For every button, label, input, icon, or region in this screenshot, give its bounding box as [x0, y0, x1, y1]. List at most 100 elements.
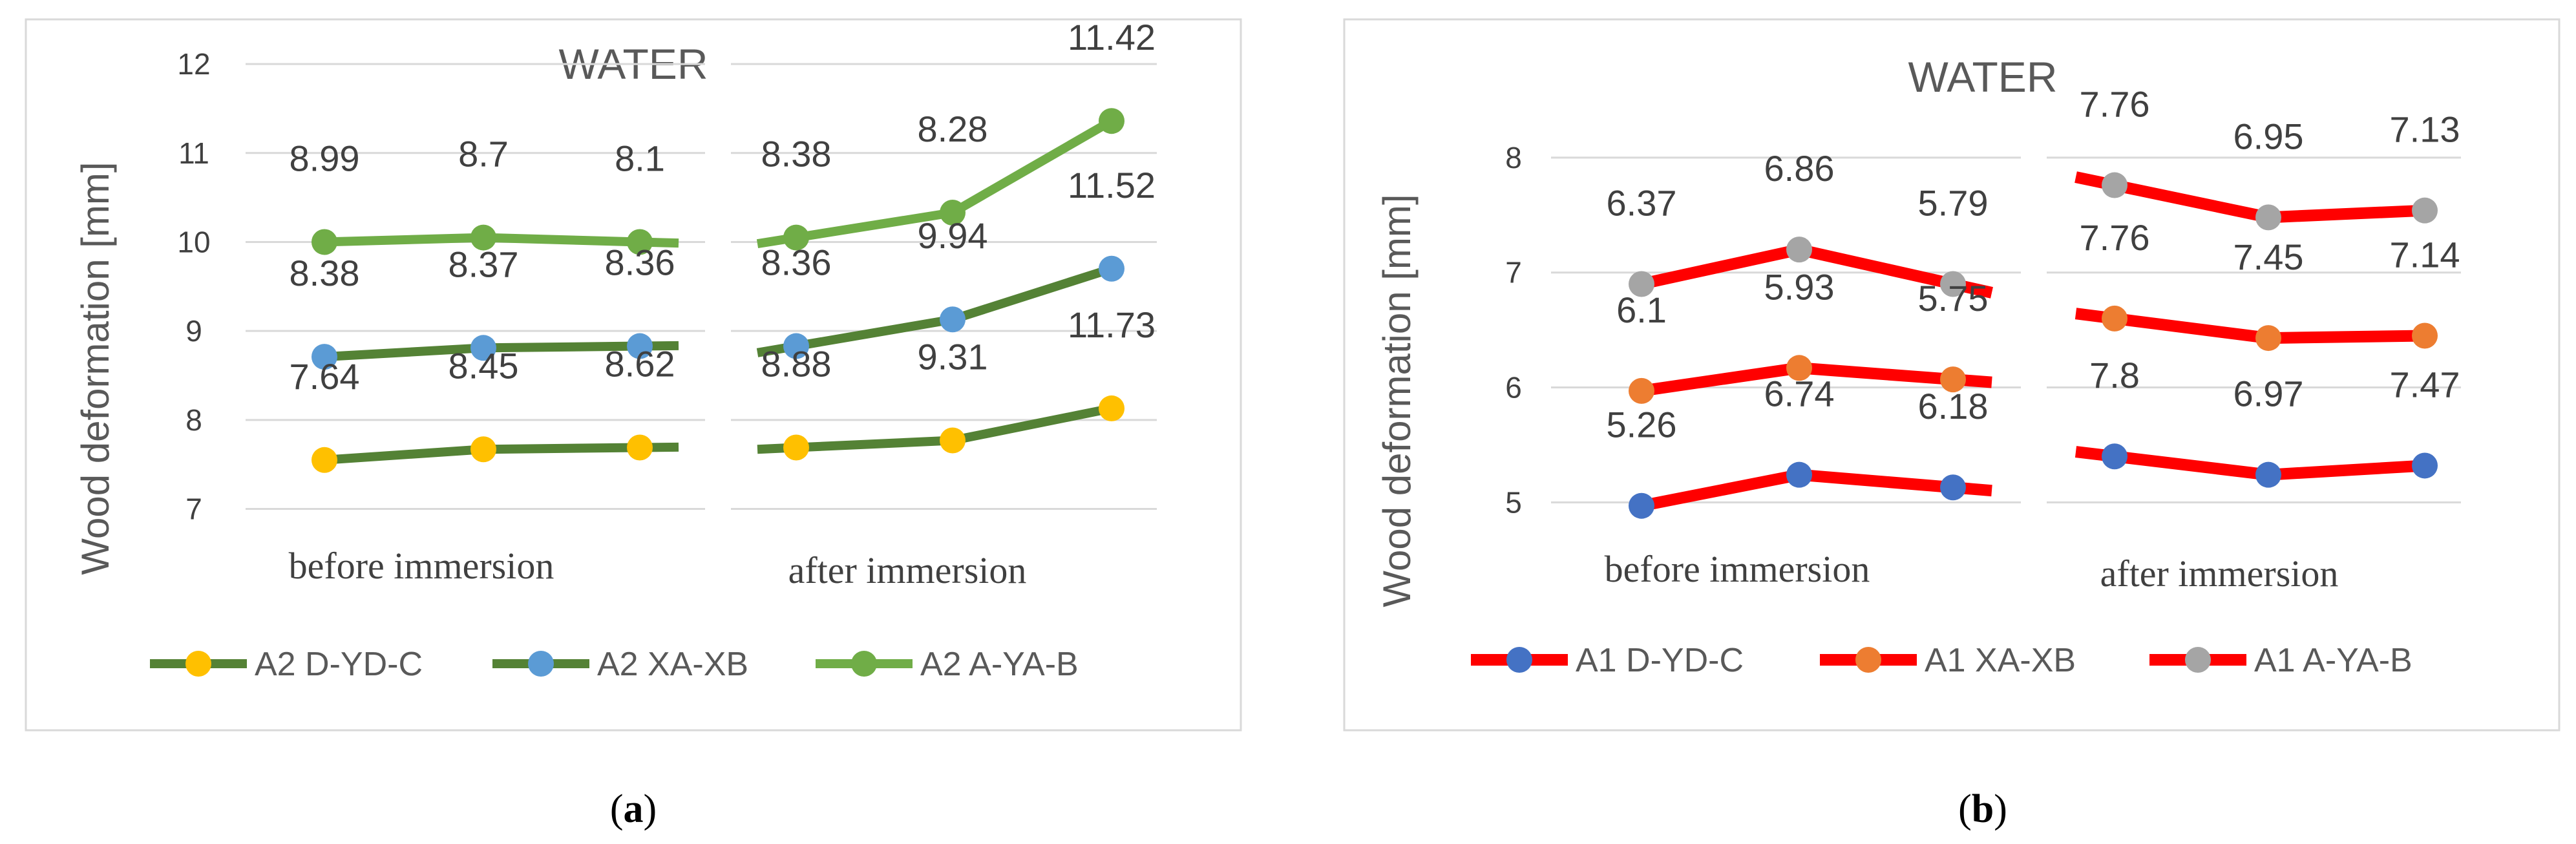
legend-b: A1 D-YD-C A1 XA-XB A1 A-YA-B — [1471, 642, 2412, 679]
y-tick-label: 9 — [185, 314, 202, 348]
data-point — [1940, 366, 1966, 393]
data-point — [627, 434, 653, 461]
data-point — [783, 333, 809, 359]
data-label: 7.14 — [2390, 235, 2460, 275]
data-point — [2412, 197, 2438, 224]
data-label: 7.47 — [2390, 364, 2460, 405]
legend-marker — [851, 651, 877, 677]
series-points-a — [311, 108, 1124, 473]
legend-label: A1 D-YD-C — [1576, 642, 1744, 679]
y-tick-label: 7 — [1505, 256, 1522, 290]
data-label: 5.93 — [1764, 266, 1835, 307]
data-label: 8.36 — [605, 242, 675, 283]
legend-marker — [2185, 647, 2211, 673]
category-label-before-a: before immersion — [289, 545, 554, 587]
series-line — [757, 404, 1113, 454]
data-point — [627, 333, 653, 359]
category-label-before-b: before immersion — [1605, 548, 1870, 590]
series-line — [1640, 469, 1992, 512]
data-label: 8.62 — [605, 344, 675, 385]
chart-frame-a — [25, 18, 1242, 732]
data-label: 5.75 — [1918, 278, 1989, 319]
data-label: 11.73 — [1068, 304, 1156, 345]
legend-label: A1 XA-XB — [1925, 642, 2076, 679]
y-tick-label: 7 — [185, 492, 202, 526]
data-label: 7.13 — [2390, 109, 2460, 150]
legend-marker — [185, 651, 211, 677]
data-point — [1629, 271, 1654, 297]
data-point — [627, 229, 653, 255]
data-point — [2102, 305, 2127, 332]
data-point — [1629, 492, 1654, 519]
y-axis-label-a: Wood deformation [mm] — [74, 162, 117, 575]
data-label: 8.88 — [761, 344, 832, 385]
data-label: 8.36 — [761, 242, 832, 283]
data-label: 8.1 — [615, 138, 665, 178]
data-point — [1099, 108, 1124, 134]
y-tick-label: 11 — [178, 136, 209, 170]
data-point — [940, 200, 966, 226]
data-point — [783, 434, 809, 461]
data-label: 8.7 — [458, 134, 509, 174]
data-point — [940, 427, 966, 454]
data-point — [311, 447, 337, 473]
data-point — [311, 344, 337, 370]
data-point — [1099, 255, 1124, 282]
series-line — [2075, 308, 2425, 344]
series-points-b — [1629, 172, 2438, 519]
data-label: 9.31 — [918, 337, 988, 377]
data-label: 8.38 — [290, 253, 360, 293]
caption-a: (a) — [610, 787, 657, 831]
data-point — [1786, 355, 1812, 381]
data-label: 5.26 — [1607, 405, 1677, 445]
data-point — [1940, 474, 1966, 501]
data-point — [2102, 172, 2127, 198]
data-point — [2412, 452, 2438, 479]
data-label: 9.94 — [918, 215, 988, 256]
data-label: 11.42 — [1068, 17, 1156, 58]
data-label: 6.97 — [2233, 374, 2304, 414]
gridlines-b — [1551, 156, 2461, 503]
data-label: 8.37 — [449, 244, 519, 284]
y-axis-label-b: Wood deformation [mm] — [1375, 194, 1419, 607]
data-label: 6.37 — [1607, 182, 1677, 223]
data-point — [1099, 395, 1124, 421]
legend-marker — [1506, 647, 1532, 673]
data-label: 8.38 — [761, 134, 832, 174]
data-labels-a: 7.64 8.45 8.62 8.88 9.31 11.73 8.38 8.37 8.36 8.3… — [290, 17, 1156, 397]
data-point — [470, 335, 496, 361]
data-label: 7.76 — [2080, 84, 2150, 125]
legend-label: A1 A-YA-B — [2254, 642, 2412, 679]
data-label: 7.64 — [290, 356, 360, 397]
data-point — [1940, 271, 1966, 297]
data-point — [2102, 443, 2127, 470]
legend-marker — [1855, 647, 1881, 673]
data-label: 11.52 — [1068, 165, 1156, 206]
data-point — [2255, 204, 2281, 231]
data-label: 6.74 — [1764, 374, 1835, 414]
data-label: 8.45 — [449, 345, 519, 386]
legend-marker — [528, 651, 554, 677]
data-point — [470, 436, 496, 463]
data-point — [311, 229, 337, 255]
chart-title-b: WATER — [1908, 53, 2058, 101]
y-tick-label: 5 — [1505, 485, 1522, 519]
series-lines-b — [1640, 171, 2425, 512]
category-label-after-a: after immersion — [788, 549, 1027, 591]
series-line — [324, 233, 679, 248]
legend-label: A2 XA-XB — [597, 646, 748, 683]
data-point — [470, 224, 496, 251]
data-label: 8.28 — [918, 109, 988, 149]
data-label: 6.86 — [1764, 148, 1835, 189]
series-line — [1640, 244, 1993, 299]
y-tick-label: 12 — [177, 47, 210, 81]
data-point — [2255, 461, 2281, 488]
legend-a: A2 D-YD-C A2 XA-XB A2 A-YA-B — [150, 646, 1079, 683]
data-label: 6.18 — [1918, 386, 1989, 427]
data-label: 7.76 — [2080, 217, 2150, 258]
y-tick-label: 6 — [1505, 371, 1522, 405]
y-tick-label: 8 — [185, 403, 202, 437]
data-label: 6.1 — [1616, 290, 1667, 330]
